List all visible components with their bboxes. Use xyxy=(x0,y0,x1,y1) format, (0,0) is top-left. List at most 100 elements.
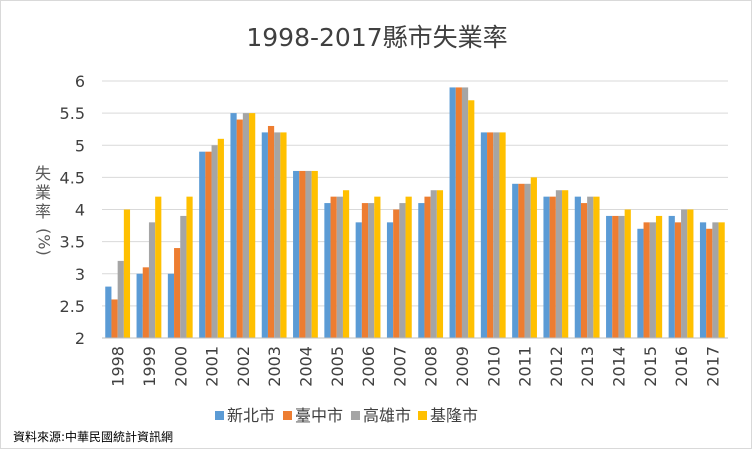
bar-臺中市-1998 xyxy=(111,299,118,338)
tick-labels: 2 2.5 3 3.5 4 4.5 5 5.5 6 1998 1999 2000 2001 2002 200… xyxy=(60,72,723,387)
bar-高雄市-2016 xyxy=(681,209,688,338)
bar-高雄市-2017 xyxy=(712,222,719,338)
bar-高雄市-2002 xyxy=(242,113,250,338)
x-tick-label: 2000 xyxy=(171,346,190,387)
gridlines xyxy=(102,80,728,339)
bar-基隆市-2001 xyxy=(217,138,224,338)
x-tick-label: 2006 xyxy=(359,346,378,387)
bar-新北市-2011 xyxy=(512,183,519,338)
bar-臺中市-1999 xyxy=(142,267,149,338)
bar-臺中市-2014 xyxy=(612,215,619,338)
bar-基隆市-2007 xyxy=(405,196,412,338)
x-tick-label: 2016 xyxy=(672,346,691,387)
bar-基隆市-2011 xyxy=(530,177,537,338)
bar-基隆市-2013 xyxy=(593,196,600,338)
bar-基隆市-2009 xyxy=(468,100,475,339)
bar-臺中市-2016 xyxy=(674,222,682,338)
x-tick-label: 2009 xyxy=(453,346,472,387)
bar-基隆市-2014 xyxy=(624,209,631,338)
y-tick-label: 3 xyxy=(75,265,85,284)
x-tick-label: 2003 xyxy=(265,346,284,387)
bar-新北市-2008 xyxy=(418,203,425,338)
x-tick-label: 2013 xyxy=(578,346,597,387)
bar-新北市-2003 xyxy=(261,132,268,338)
x-tick-label: 1998 xyxy=(109,346,128,387)
bar-高雄市-2014 xyxy=(618,215,625,338)
bar-新北市-2012 xyxy=(543,196,550,338)
bar-基隆市-2008 xyxy=(436,190,444,338)
bar-臺中市-2009 xyxy=(455,87,462,338)
x-tick-label: 2001 xyxy=(203,346,222,387)
y-axis-label-char: 率 xyxy=(35,202,51,221)
bar-臺中市-2002 xyxy=(236,119,243,338)
bar-新北市-1998 xyxy=(105,286,112,338)
bar-新北市-2004 xyxy=(293,170,300,338)
y-tick-label: 5.5 xyxy=(60,104,85,123)
bar-高雄市-2001 xyxy=(211,145,218,338)
x-tick-label: 2007 xyxy=(390,346,409,387)
bar-基隆市-1998 xyxy=(123,209,131,338)
y-tick-label: 2.5 xyxy=(60,297,85,316)
bar-臺中市-2004 xyxy=(299,170,306,338)
legend-swatch xyxy=(215,411,224,420)
bar-新北市-2013 xyxy=(574,196,581,338)
bar-新北市-2009 xyxy=(449,87,456,338)
y-tick-label: 6 xyxy=(75,72,85,91)
x-tick-label: 1999 xyxy=(140,346,159,387)
y-tick-label: 3.5 xyxy=(60,233,85,252)
bar-臺中市-2006 xyxy=(361,203,369,338)
bar-臺中市-2013 xyxy=(580,203,588,338)
bar-高雄市-2008 xyxy=(430,190,437,338)
y-tick-label: 2 xyxy=(75,329,85,348)
bar-新北市-2006 xyxy=(355,222,362,338)
bar-基隆市-2006 xyxy=(374,196,381,338)
bar-新北市-2017 xyxy=(699,222,707,338)
y-axis-label-char: 失 xyxy=(35,164,51,183)
bar-臺中市-2007 xyxy=(393,209,400,338)
bar-新北市-1999 xyxy=(136,273,143,338)
legend-swatch xyxy=(418,411,427,420)
bar-臺中市-2010 xyxy=(487,132,494,338)
bar-臺中市-2005 xyxy=(330,196,337,338)
bar-基隆市-2010 xyxy=(499,132,506,338)
x-tick-label: 2017 xyxy=(703,346,722,387)
bar-新北市-2014 xyxy=(606,215,613,338)
x-tick-label: 2014 xyxy=(609,346,628,387)
bar-臺中市-2008 xyxy=(424,196,431,338)
bar-基隆市-2016 xyxy=(687,209,694,338)
y-tick-label: 4 xyxy=(75,201,85,220)
bar-基隆市-2004 xyxy=(311,170,318,338)
legend: 新北市 臺中市 高雄市 基隆市 xyxy=(215,406,478,425)
bar-基隆市-2015 xyxy=(655,215,663,338)
bar-基隆市-1999 xyxy=(155,196,162,338)
legend-swatch xyxy=(283,411,292,420)
legend-label: 基隆市 xyxy=(430,406,478,425)
chart-title: 1998-2017縣市失業率 xyxy=(246,23,507,52)
x-tick-label: 2015 xyxy=(641,346,660,387)
bar-新北市-2010 xyxy=(480,132,488,338)
y-tick-label: 4.5 xyxy=(60,168,85,187)
bar-臺中市-2011 xyxy=(518,183,525,338)
bar-高雄市-2006 xyxy=(368,203,375,338)
bar-高雄市-2005 xyxy=(336,196,343,338)
y-axis-label-char: 業 xyxy=(35,183,51,202)
x-tick-label: 2010 xyxy=(484,346,503,387)
bar-新北市-2005 xyxy=(324,203,331,338)
bar-新北市-2001 xyxy=(199,151,206,338)
bar-新北市-2016 xyxy=(668,215,675,338)
bar-臺中市-2003 xyxy=(267,125,275,338)
source-note: 資料來源:中華民國統計資訊網 xyxy=(13,429,173,444)
bar-基隆市-2005 xyxy=(342,190,350,338)
bar-新北市-2000 xyxy=(167,273,175,338)
bar-基隆市-2017 xyxy=(718,222,725,338)
bar-臺中市-2015 xyxy=(643,222,650,338)
x-tick-label: 2011 xyxy=(516,346,535,387)
bar-高雄市-2000 xyxy=(180,215,187,338)
bar-臺中市-2017 xyxy=(706,228,713,338)
bar-新北市-2002 xyxy=(230,113,237,338)
bar-高雄市-2011 xyxy=(524,183,531,338)
bar-臺中市-2000 xyxy=(174,248,181,338)
bar-高雄市-2015 xyxy=(649,222,656,338)
bar-基隆市-2000 xyxy=(186,196,193,338)
